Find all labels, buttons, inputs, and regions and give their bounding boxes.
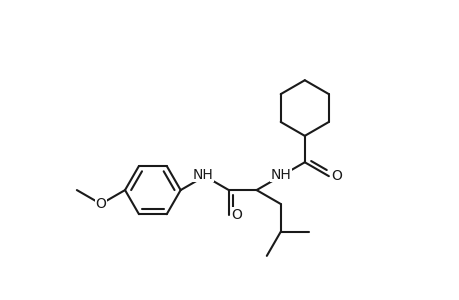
Text: O: O <box>331 169 342 183</box>
Text: NH: NH <box>192 167 213 182</box>
Text: O: O <box>231 208 242 222</box>
Text: O: O <box>95 197 106 211</box>
Text: NH: NH <box>270 167 291 182</box>
